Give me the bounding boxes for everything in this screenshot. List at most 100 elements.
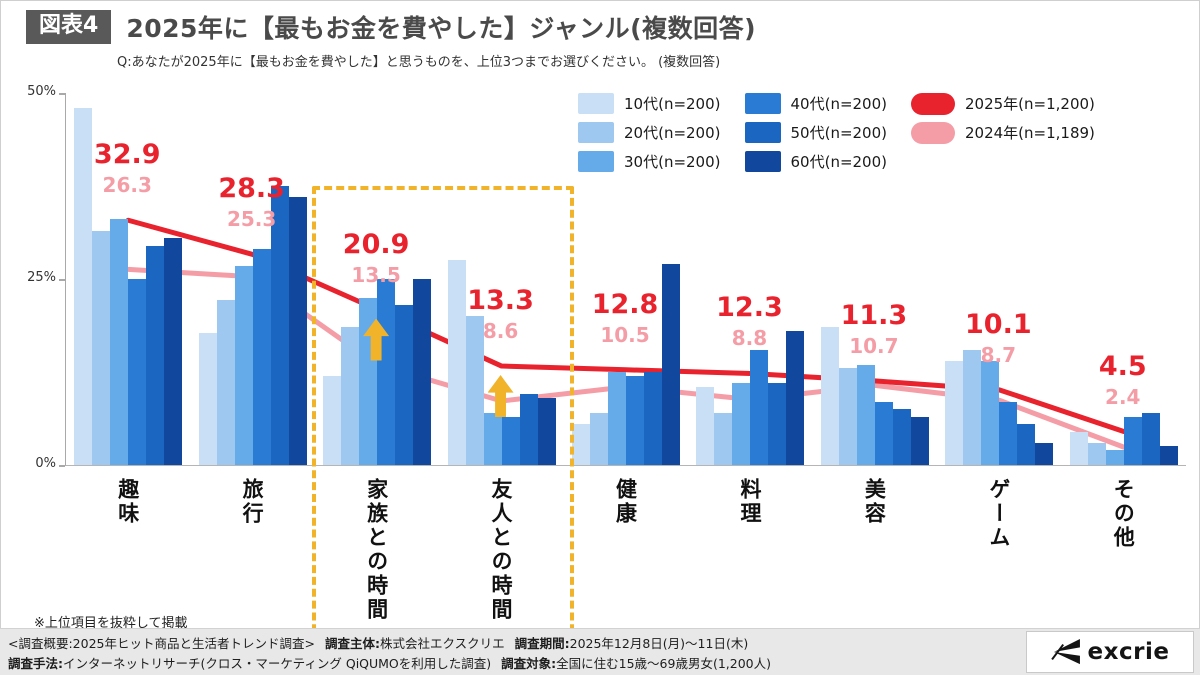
bar-group-7 (813, 93, 937, 465)
bar (483, 412, 502, 465)
legend-item-age-4: 40代(n=200) (744, 93, 887, 114)
value-label-2024: 10.5 (600, 322, 650, 347)
category-label: ゲーム (986, 478, 1011, 550)
footer-line-2: 調査手法:インターネットリサーチ(クロス・マーケティング QiQUMOを利用した… (8, 654, 1200, 674)
legend-item-year-2: 2024年(n=1,189) (911, 121, 1095, 144)
legend-line-swatch (911, 121, 955, 144)
y-axis-tick-label: 0% (35, 456, 56, 471)
bar (750, 349, 769, 465)
bar (714, 412, 733, 465)
bar (892, 409, 911, 465)
value-label-2025: 28.3 (218, 173, 285, 205)
survey-period-value: 2025年12月8日(月)〜11日(木) (569, 636, 749, 651)
bar-group-6 (688, 93, 812, 465)
legend-label: 20代(n=200) (624, 124, 721, 142)
bar (146, 245, 165, 465)
value-label-2025: 11.3 (840, 299, 908, 331)
category-label: 料理 (737, 478, 762, 526)
category-label: その他 (1111, 478, 1136, 550)
survey-question: Q:あなたが2025年に【最もお金を費やした】と思うものを、上位3つまでお選びく… (117, 55, 721, 70)
bar (341, 327, 360, 465)
value-label-2024: 2.4 (1105, 384, 1141, 409)
legend-item-age-2: 20代(n=200) (578, 122, 721, 143)
category-label: 健康 (613, 478, 638, 526)
bar-group-9 (1062, 93, 1186, 465)
bar (447, 260, 466, 465)
bar-chart-plot (65, 93, 1186, 466)
value-label-2024: 10.7 (849, 333, 899, 358)
bar (501, 416, 520, 465)
value-label-2024: 8.6 (482, 319, 519, 344)
legend-label: 60代(n=200) (790, 153, 888, 171)
bar (270, 186, 289, 465)
bar (1123, 416, 1142, 465)
legend-label: 50代(n=200) (790, 124, 888, 142)
bar-group-3 (315, 93, 439, 465)
bar (198, 332, 217, 465)
legend-label: 2025年(n=1,200) (965, 95, 1095, 113)
bar (537, 398, 556, 465)
legend-item-year-1: 2025年(n=1,200) (911, 92, 1095, 115)
legend-label: 2024年(n=1,189) (965, 124, 1095, 142)
bar (786, 331, 805, 465)
y-axis-tick-mark (59, 93, 65, 95)
value-label-2025: 32.9 (93, 139, 161, 171)
bar (571, 424, 590, 465)
legend-bar-swatch (744, 122, 781, 143)
value-label-2024: 13.5 (351, 262, 401, 287)
bar (128, 279, 147, 465)
bar (874, 401, 893, 465)
legend-item-age-6: 60代(n=200) (744, 151, 888, 172)
value-label-2025: 20.9 (342, 228, 410, 260)
survey-target-value: 全国に住む15歳〜69歳男女(1,200人) (556, 656, 772, 671)
legend-bar-swatch (744, 151, 781, 172)
survey-method-value: インターネットリサーチ(クロス・マーケティング QiQUMOを利用した調査) (63, 656, 492, 671)
bar (981, 360, 1000, 465)
bar (1159, 446, 1178, 465)
value-label-2024: 8.7 (980, 342, 1017, 367)
legend-bar-swatch (578, 122, 614, 143)
company-logo: excrie (1026, 631, 1194, 673)
bar (589, 412, 608, 465)
bar (164, 238, 183, 465)
bar (74, 107, 93, 465)
legend-label: 10代(n=200) (624, 95, 721, 113)
survey-method-label: 調査手法: (8, 656, 63, 671)
bar (643, 372, 662, 465)
bar (768, 383, 787, 465)
value-label-2025: 13.3 (467, 285, 534, 317)
y-axis-tick-mark (59, 279, 65, 281)
bar (110, 219, 129, 465)
category-label: 趣味 (115, 478, 140, 526)
bar (838, 368, 857, 465)
footnote: ※上位項目を抜粋して掲載 (34, 616, 188, 631)
bar (1035, 442, 1054, 465)
bar (999, 401, 1018, 465)
category-label: 旅行 (240, 478, 265, 526)
bar (625, 375, 644, 465)
bar-group-5 (564, 93, 688, 465)
value-label-2025: 12.8 (591, 288, 659, 320)
bar (661, 264, 680, 465)
bar (1017, 424, 1036, 465)
chart-header: 図表4 2025年に【最もお金を費やした】ジャンル(複数回答) (26, 9, 756, 45)
legend-bar-swatch (578, 93, 614, 114)
company-logo-text: excrie (1087, 639, 1170, 665)
value-label-2025: 10.1 (965, 308, 1032, 340)
bar (92, 230, 111, 465)
bar (910, 416, 929, 465)
bar (288, 197, 307, 465)
bar (413, 279, 432, 465)
bar (465, 316, 484, 465)
bar (395, 305, 414, 465)
bar (377, 279, 396, 465)
survey-period-label: 調査期間: (514, 636, 570, 651)
legend-bar-swatch (744, 93, 781, 114)
y-axis-tick-mark (59, 465, 65, 467)
legend-item-age-5: 50代(n=200) (744, 122, 888, 143)
bar (216, 299, 235, 465)
bar (1105, 450, 1124, 465)
legend-line-swatch (911, 92, 955, 115)
value-label-2024: 26.3 (102, 173, 152, 198)
legend-bar-swatch (578, 151, 614, 172)
